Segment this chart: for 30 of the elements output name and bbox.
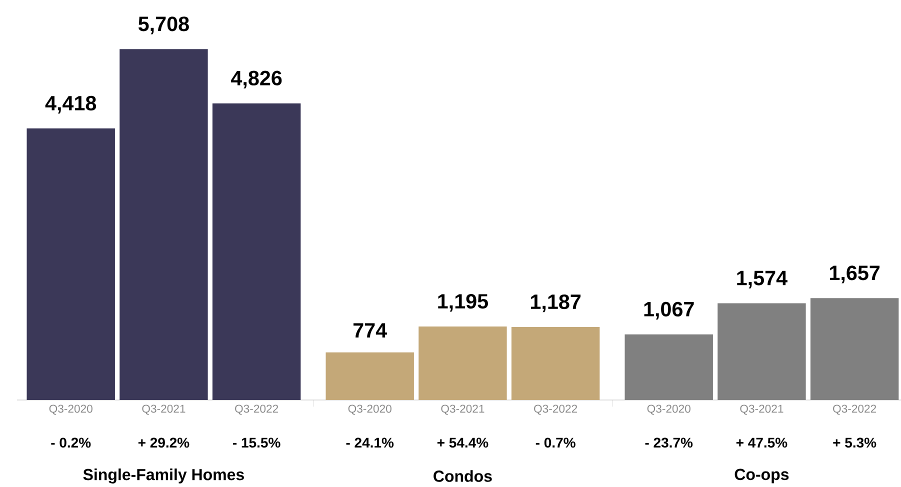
text: + 29.2% bbox=[138, 438, 190, 448]
data-label: 1,067 bbox=[644, 302, 694, 320]
data-label: 5,708 bbox=[138, 16, 189, 34]
text: - 15.5% bbox=[232, 438, 280, 448]
x-tick-label: Q3-2022 bbox=[235, 404, 278, 415]
x-tick-label: Q3-2021 bbox=[441, 404, 484, 415]
x-tick-label: Q3-2022 bbox=[833, 404, 876, 415]
x-tick-label: Q3-2020 bbox=[348, 404, 392, 415]
text: Single-Family Homes bbox=[83, 468, 244, 484]
x-tick-label: Q3-2021 bbox=[740, 404, 784, 415]
text: Co-ops bbox=[734, 468, 789, 484]
text: - 24.1% bbox=[346, 438, 394, 448]
data-label: 1,657 bbox=[830, 266, 880, 284]
text: Condos bbox=[434, 470, 492, 482]
data-label: 1,195 bbox=[438, 294, 488, 312]
data-label: 1,187 bbox=[531, 294, 581, 312]
data-label: 4,826 bbox=[231, 70, 282, 88]
text: + 54.4% bbox=[437, 438, 488, 448]
text: - 0.2% bbox=[51, 438, 91, 448]
text: + 47.5% bbox=[736, 438, 788, 448]
data-label: 1,574 bbox=[737, 270, 788, 288]
text: + 5.3% bbox=[833, 438, 876, 448]
x-tick-label: Q3-2020 bbox=[49, 404, 92, 415]
x-tick-label: Q3-2021 bbox=[142, 404, 186, 415]
text: - 23.7% bbox=[645, 438, 693, 448]
data-label: 774 bbox=[353, 323, 387, 338]
text: - 0.7% bbox=[536, 438, 576, 448]
x-tick-label: Q3-2020 bbox=[647, 404, 690, 415]
x-tick-label: Q3-2022 bbox=[534, 404, 578, 415]
data-label: 4,418 bbox=[45, 96, 96, 114]
